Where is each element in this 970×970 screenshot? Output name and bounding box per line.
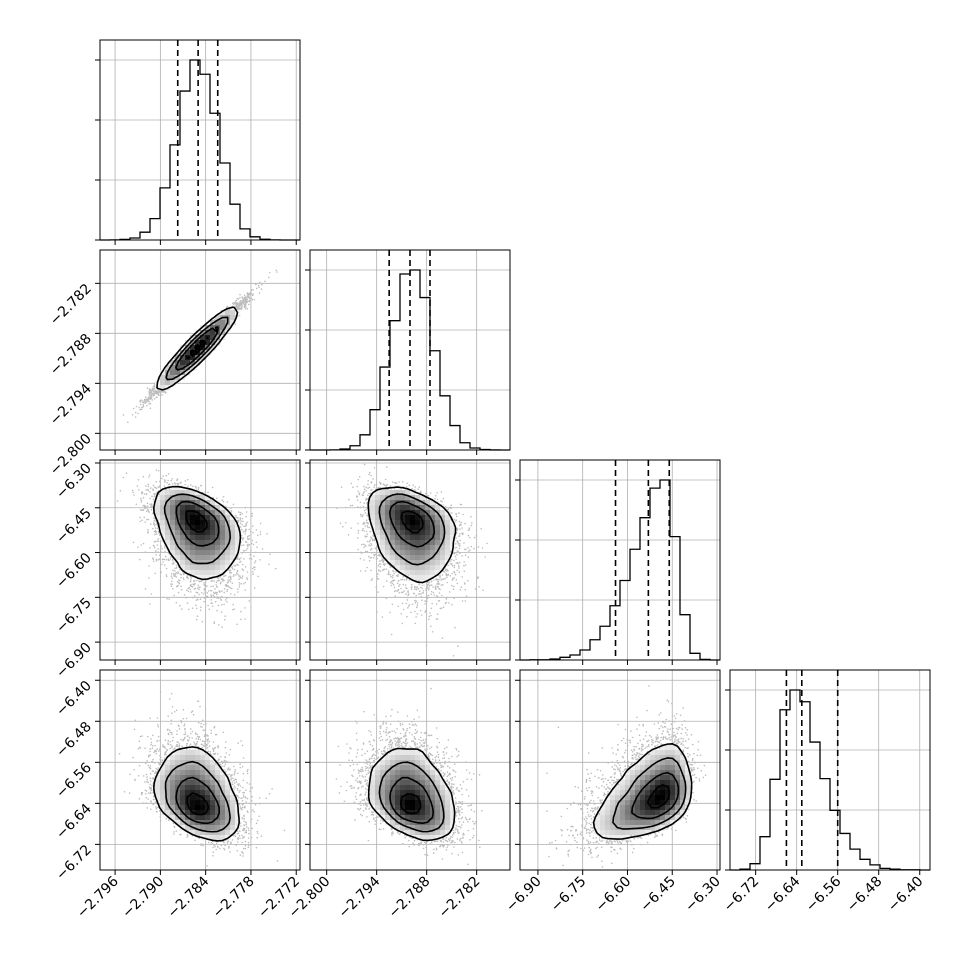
sample-point: [156, 396, 158, 399]
density-panel-0-1: [95, 249, 301, 455]
sample-point: [135, 405, 138, 408]
sample-point: [134, 416, 137, 418]
sample-point: [236, 297, 238, 300]
sample-point: [246, 307, 249, 310]
sample-point: [275, 269, 277, 272]
sample-point: [261, 283, 263, 286]
sample-point: [234, 301, 237, 303]
sample-point: [239, 300, 242, 302]
sample-point: [150, 393, 153, 396]
sample-point: [239, 297, 241, 299]
sample-point: [226, 305, 228, 308]
sample-point: [134, 411, 137, 414]
sample-point: [276, 271, 278, 273]
axes-frame: [729, 669, 931, 871]
sample-point: [255, 287, 258, 290]
sample-point: [246, 295, 249, 297]
sample-point: [268, 276, 270, 279]
sample-point: [239, 293, 241, 296]
sample-point: [153, 398, 156, 400]
sample-point: [253, 298, 256, 301]
sample-point: [159, 391, 162, 394]
sample-point: [164, 392, 167, 394]
sample-point: [242, 299, 245, 301]
sample-point: [243, 306, 246, 308]
sample-point: [143, 398, 146, 401]
sample-point: [235, 299, 238, 302]
axes-frame: [519, 459, 721, 661]
histogram-3: [730, 689, 930, 871]
sample-point: [246, 298, 249, 300]
sample-point: [154, 390, 156, 392]
sample-point: [243, 294, 246, 297]
sample-point: [264, 280, 266, 283]
sample-point: [140, 403, 142, 406]
sample-point: [142, 400, 144, 402]
sample-point: [159, 394, 161, 396]
sample-point: [138, 406, 140, 409]
sample-point: [147, 397, 150, 399]
histogram-panel-0: [95, 39, 301, 245]
sample-point: [146, 387, 149, 390]
histogram-panel-1: [305, 249, 511, 455]
sample-point: [151, 399, 154, 401]
sample-point: [251, 299, 254, 301]
sample-point: [149, 407, 152, 410]
sample-point: [247, 300, 249, 303]
sample-point: [141, 408, 143, 411]
sample-point: [259, 281, 261, 284]
sample-point: [251, 294, 254, 297]
sample-point: [158, 390, 161, 392]
sample-point: [241, 300, 244, 303]
sample-point: [247, 296, 250, 298]
sample-point: [148, 400, 150, 403]
sample-point: [248, 303, 250, 306]
histogram-2: [520, 479, 720, 661]
sample-point: [153, 392, 155, 395]
sample-point: [152, 385, 155, 388]
sample-point: [127, 421, 129, 424]
sample-point: [260, 288, 263, 290]
sample-point: [122, 414, 125, 416]
sample-point: [173, 357, 176, 360]
sample-point: [257, 284, 260, 287]
axes-frame: [99, 39, 301, 241]
histogram-panel-2: [515, 459, 721, 665]
sample-point: [149, 389, 151, 392]
sample-point: [248, 299, 251, 302]
histogram-0: [100, 59, 300, 241]
sample-point: [146, 404, 148, 407]
sample-point: [139, 408, 142, 411]
sample-point: [248, 294, 251, 296]
sample-point: [145, 398, 148, 401]
sample-point: [157, 394, 160, 396]
sample-point: [242, 302, 245, 305]
sample-point: [250, 292, 252, 295]
sample-point: [231, 302, 234, 305]
sample-point: [148, 403, 150, 405]
sample-point: [144, 396, 147, 398]
sample-point: [245, 296, 247, 299]
sample-point: [236, 308, 239, 311]
sample-point: [137, 412, 139, 415]
histogram-panel-3: [725, 669, 931, 875]
sample-point: [139, 399, 142, 402]
sample-point: [252, 293, 254, 295]
sample-point: [250, 297, 253, 300]
axes-frame: [309, 249, 511, 451]
sample-point: [149, 395, 152, 398]
sample-point: [258, 286, 260, 289]
sample-point: [255, 283, 257, 286]
sample-point: [149, 402, 152, 405]
sample-point: [144, 402, 146, 404]
sample-point: [146, 400, 149, 402]
sample-point: [258, 292, 261, 294]
